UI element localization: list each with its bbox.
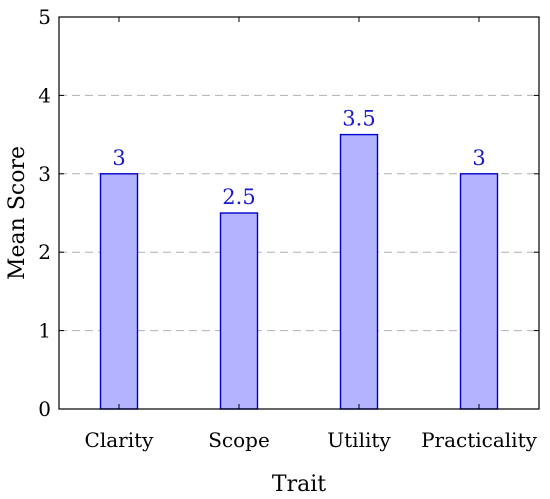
bar: [459, 173, 499, 410]
data-label: 2.5: [222, 185, 255, 209]
y-tick-label: 0: [38, 397, 51, 421]
bar: [219, 212, 259, 410]
data-label: 3: [472, 146, 485, 170]
x-tick-label: Scope: [208, 428, 270, 452]
y-tick-labels: 0 1 2 3 4 5: [38, 5, 51, 421]
bars: [99, 133, 499, 410]
grid-lines: [59, 94, 539, 332]
bar: [99, 173, 139, 410]
y-tick-label: 3: [38, 162, 51, 186]
y-tick-label: 1: [38, 319, 51, 343]
data-labels: 3 2.5 3.5 3: [112, 107, 485, 209]
data-label: 3.5: [342, 107, 375, 131]
x-tick-labels: Clarity Scope Utility Practicality: [85, 428, 538, 452]
x-tick-label: Clarity: [85, 428, 155, 452]
y-tick-label: 4: [38, 83, 51, 107]
x-tick-label: Utility: [327, 428, 391, 452]
y-tick-label: 5: [38, 5, 51, 29]
plot-area-frame: [58, 16, 540, 410]
y-tick-label: 2: [38, 240, 51, 264]
x-tick-label: Practicality: [421, 428, 538, 452]
data-label: 3: [112, 146, 125, 170]
axis-ticks: [59, 16, 539, 410]
bar: [339, 133, 379, 410]
x-axis-title: Trait: [272, 472, 326, 497]
y-axis-title: Mean Score: [5, 146, 30, 280]
